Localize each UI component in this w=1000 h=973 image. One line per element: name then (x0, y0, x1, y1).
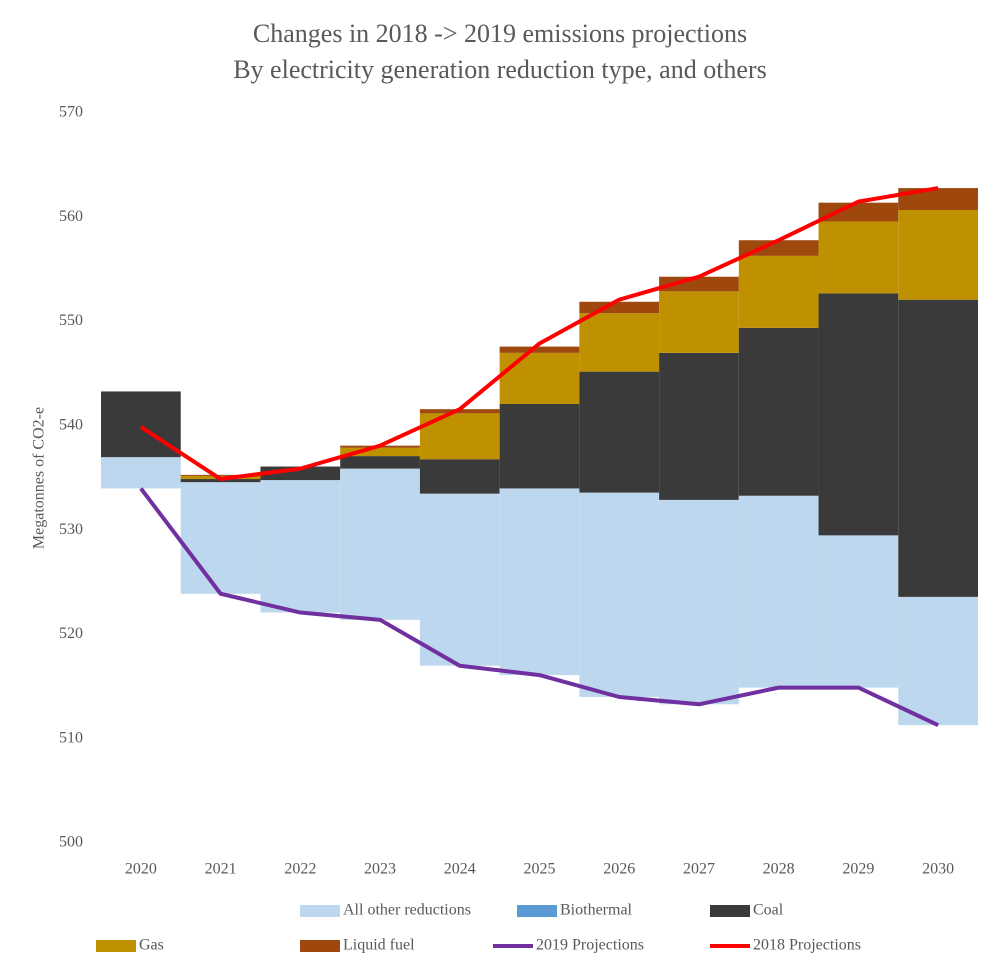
chart-title: Changes in 2018 -> 2019 emissions projec… (253, 19, 747, 48)
bar-segment (499, 352, 580, 404)
x-tick-label: 2021 (205, 861, 237, 878)
bar-segment (499, 403, 580, 489)
bar-segment (579, 313, 660, 372)
x-tick-label: 2020 (125, 861, 157, 878)
legend-swatch (517, 905, 557, 917)
legend-label: 2019 Projections (536, 937, 644, 954)
legend-label: All other reductions (343, 902, 471, 919)
bar-segment (898, 596, 978, 726)
legend-label: Coal (753, 902, 784, 919)
bar-segment (818, 202, 899, 222)
legend-swatch (300, 905, 340, 917)
bar-segment (499, 346, 580, 353)
y-tick-label: 550 (59, 312, 83, 329)
bar-segment (818, 293, 899, 536)
x-tick-label: 2025 (524, 861, 556, 878)
legend-swatch (96, 940, 136, 952)
bar-segment (659, 276, 739, 292)
y-tick-label: 510 (59, 729, 83, 746)
bar-segment (101, 457, 181, 489)
x-tick-label: 2026 (603, 861, 635, 878)
legend-label: Liquid fuel (343, 937, 415, 954)
bar-segment (499, 488, 580, 676)
bar-segment (579, 371, 660, 493)
bar-segment (818, 535, 899, 688)
bar-segment (419, 459, 500, 494)
legend-swatch (300, 940, 340, 952)
bar-segment (340, 468, 420, 620)
bar-segment (260, 480, 341, 613)
bar-segment (659, 291, 739, 353)
chart-subtitle: By electricity generation reduction type… (233, 55, 767, 84)
y-tick-label: 520 (59, 625, 83, 642)
bar-segment (340, 447, 420, 457)
x-tick-label: 2027 (683, 861, 715, 878)
x-tick-label: 2029 (842, 861, 874, 878)
line-series (139, 487, 939, 727)
bar-segment (898, 299, 978, 597)
x-tick-label: 2024 (444, 861, 476, 878)
x-tick-label: 2028 (763, 861, 795, 878)
bar-segment (738, 240, 819, 256)
x-tick-label: 2030 (922, 861, 954, 878)
bar-segment (738, 327, 819, 496)
bar-segment (738, 255, 819, 328)
bar-segment (579, 492, 660, 697)
bar-segment (738, 495, 819, 688)
legend-label: 2018 Projections (753, 937, 861, 954)
y-tick-label: 560 (59, 208, 83, 225)
bar-segment (898, 209, 978, 300)
x-tick-label: 2022 (284, 861, 316, 878)
y-tick-label: 530 (59, 521, 83, 538)
x-tick-label: 2023 (364, 861, 396, 878)
legend-label: Biothermal (560, 902, 633, 919)
y-tick-label: 570 (59, 104, 83, 121)
line-series (139, 186, 939, 482)
bar-segment (340, 456, 420, 469)
bar-segment (419, 493, 500, 666)
y-tick-label: 540 (59, 417, 83, 434)
bar-segment (579, 301, 660, 314)
bar-segment (659, 499, 739, 705)
legend-label: Gas (139, 937, 164, 954)
bar-segment (659, 352, 739, 500)
bar-segment (898, 188, 978, 210)
bar-segment (818, 221, 899, 294)
bar-segment (180, 482, 261, 594)
y-tick-label: 500 (59, 834, 83, 851)
y-axis-label: Megatonnes of CO2-e (31, 407, 48, 549)
legend-swatch (710, 905, 750, 917)
bar-segment (180, 474, 261, 476)
